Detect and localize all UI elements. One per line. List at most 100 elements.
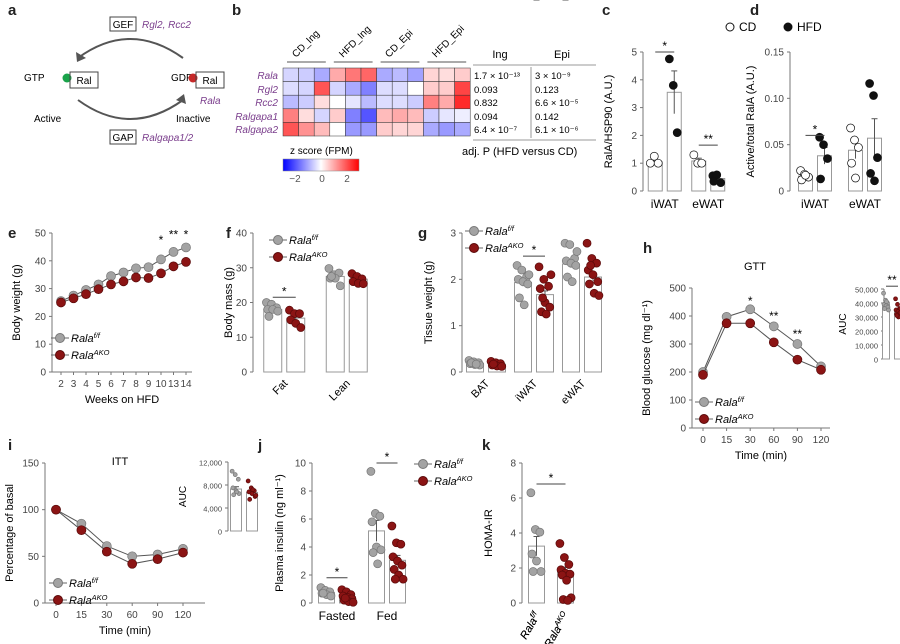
data-point bbox=[229, 468, 235, 474]
data-point bbox=[232, 472, 238, 477]
data-point bbox=[672, 128, 682, 137]
data-point bbox=[181, 257, 191, 267]
heatmap-cell bbox=[282, 67, 299, 82]
data-point bbox=[564, 560, 574, 569]
heatmap-cell bbox=[438, 108, 455, 123]
x-tick-label: 4 bbox=[83, 379, 89, 390]
legend-superscript: AKO bbox=[311, 250, 328, 259]
legend-marker-icon bbox=[783, 22, 793, 32]
data-point bbox=[535, 527, 545, 537]
y-tick-label: 4,000 bbox=[203, 505, 222, 514]
ral-active-box bbox=[69, 71, 99, 89]
data-point bbox=[131, 272, 141, 283]
y-axis-label: Active/total RalA (A.U.) bbox=[745, 66, 757, 178]
legend-name: Rala bbox=[485, 243, 508, 255]
data-point bbox=[854, 143, 863, 152]
data-point bbox=[143, 262, 154, 273]
y-tick-label: 40,000 bbox=[855, 300, 878, 309]
heatmap-cell bbox=[345, 108, 362, 123]
scale-tick: 2 bbox=[344, 174, 350, 185]
significance-label: * bbox=[748, 294, 753, 308]
heatmap-cell bbox=[407, 67, 424, 82]
data-point bbox=[231, 492, 237, 498]
legend-marker-icon bbox=[699, 414, 709, 424]
chart-title: GTT bbox=[744, 261, 766, 273]
data-point bbox=[106, 279, 116, 290]
data-point bbox=[523, 279, 533, 289]
heatmap-column-groups: CD_Ing HFD_Ing CD_Epi HFD_Epi bbox=[290, 24, 466, 60]
legend-marker-icon bbox=[273, 252, 283, 262]
y-tick-label: 1 bbox=[450, 321, 456, 332]
data-point bbox=[850, 135, 859, 145]
scale-title: z score (FPM) bbox=[290, 146, 353, 157]
data-point bbox=[882, 306, 887, 311]
y-tick-label: 8 bbox=[510, 459, 516, 470]
heatmap-cell bbox=[454, 94, 471, 110]
data-point bbox=[768, 337, 779, 348]
x-tick-label: 120 bbox=[813, 435, 830, 446]
significance-label: * bbox=[549, 471, 554, 485]
data-point bbox=[572, 247, 582, 256]
legend-marker-icon bbox=[273, 235, 283, 245]
y-axis-label: AUC bbox=[178, 486, 189, 507]
y-tick-label: 0 bbox=[778, 187, 784, 198]
x-tick-label: 15 bbox=[721, 435, 733, 446]
gap-box bbox=[109, 129, 137, 145]
heatmap-cell bbox=[329, 81, 346, 96]
x-tick-label: 7 bbox=[121, 379, 127, 390]
y-tick-label: 0 bbox=[33, 599, 39, 610]
data-point bbox=[234, 489, 240, 495]
data-point bbox=[866, 169, 875, 178]
data-point bbox=[324, 264, 334, 273]
heatmap-cell bbox=[360, 108, 377, 123]
data-point bbox=[326, 591, 336, 601]
gene-label: Rcc2 bbox=[255, 98, 278, 109]
data-point bbox=[846, 123, 855, 133]
y-tick-label: 300 bbox=[669, 340, 686, 351]
category-superscript: f/f bbox=[528, 609, 539, 620]
legend-marker-icon bbox=[469, 226, 479, 236]
data-point bbox=[366, 467, 376, 476]
legend-name: Rala bbox=[69, 578, 92, 590]
data-point bbox=[527, 549, 537, 559]
heatmap-cell bbox=[298, 67, 315, 82]
legend-marker-icon bbox=[469, 243, 479, 253]
x-tick-label: 6 bbox=[108, 379, 114, 390]
y-tick-label: 100 bbox=[22, 505, 39, 516]
y-tick-label: 20,000 bbox=[855, 328, 878, 337]
y-tick-label: 4 bbox=[631, 75, 637, 86]
y-tick-label: 40 bbox=[236, 229, 248, 240]
y-tick-label: 150 bbox=[22, 459, 39, 470]
y-tick-label: 100 bbox=[669, 396, 686, 407]
significance-label: ** bbox=[793, 327, 803, 341]
data-point bbox=[536, 567, 546, 576]
y-tick-label: 2 bbox=[300, 571, 306, 582]
x-tick-label: RalaAKO bbox=[541, 609, 572, 644]
data-point bbox=[593, 277, 603, 286]
data-point bbox=[389, 565, 399, 574]
legend-name: Rala bbox=[289, 235, 312, 247]
gene-label: Rala bbox=[257, 71, 278, 82]
heatmap-cell bbox=[282, 122, 299, 137]
activation-arrow bbox=[77, 38, 184, 59]
x-tick-label: BAT bbox=[469, 377, 492, 400]
x-tick-label: eWAT bbox=[692, 197, 725, 211]
y-tick-label: 200 bbox=[669, 368, 686, 379]
data-point bbox=[884, 299, 889, 304]
data-point bbox=[567, 277, 577, 286]
table-cell: 0.832 bbox=[474, 98, 498, 109]
heatmap-cell bbox=[313, 67, 331, 82]
data-point bbox=[528, 567, 538, 576]
significance-label: ** bbox=[169, 228, 179, 242]
data-point bbox=[819, 140, 828, 150]
heatmap-cell bbox=[423, 67, 440, 82]
y-tick-label: 50 bbox=[35, 229, 47, 240]
y-tick-label: 6 bbox=[510, 494, 516, 505]
data-point bbox=[368, 548, 378, 557]
table-cell: 6.4 × 10⁻⁷ bbox=[474, 125, 518, 136]
arrowhead-icon bbox=[76, 52, 86, 62]
y-tick-label: 20 bbox=[236, 298, 248, 309]
